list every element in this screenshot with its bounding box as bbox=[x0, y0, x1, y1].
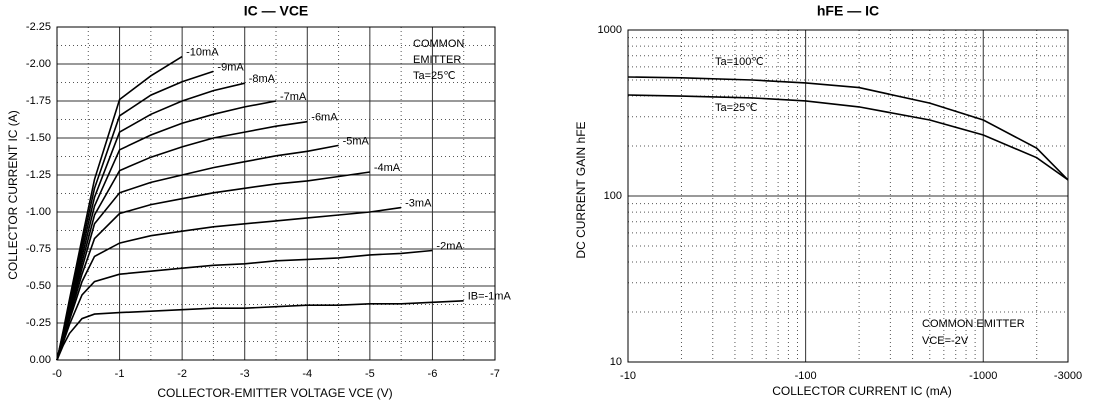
y-tick-label: -2.00 bbox=[26, 58, 51, 70]
x-tick-label: -3 bbox=[240, 368, 250, 380]
series-line bbox=[56, 70, 214, 361]
chart-title: hFE — IC bbox=[817, 3, 879, 19]
annotation: COMMON EMITTER bbox=[922, 318, 1025, 330]
y-tick-label: 100 bbox=[604, 190, 622, 202]
series-line bbox=[56, 300, 464, 361]
series-label: -2mA bbox=[436, 240, 463, 252]
y-tick-label: -0.75 bbox=[26, 243, 51, 255]
chart-title: IC — VCE bbox=[244, 3, 309, 19]
x-tick-label: -1 bbox=[115, 368, 125, 380]
series-label: -3mA bbox=[405, 197, 432, 209]
y-tick-label: -0.25 bbox=[26, 317, 51, 329]
series-line bbox=[627, 94, 1069, 181]
x-axis-label: COLLECTOR CURRENT IC (mA) bbox=[772, 384, 952, 398]
y-tick-label: 1000 bbox=[598, 24, 622, 36]
series-line bbox=[56, 144, 339, 361]
annotation: EMITTER bbox=[413, 54, 461, 66]
series-label: -8mA bbox=[249, 73, 276, 85]
y-tick-label: -1.25 bbox=[26, 169, 51, 181]
series-line bbox=[627, 76, 1069, 181]
series-label: -10mA bbox=[186, 47, 219, 59]
plot-frame bbox=[627, 29, 1069, 363]
series-line bbox=[56, 171, 371, 361]
y-tick-label: -1.00 bbox=[26, 206, 51, 218]
series-label: -4mA bbox=[374, 162, 401, 174]
x-tick-label: -4 bbox=[302, 368, 312, 380]
y-tick-label: -2.25 bbox=[26, 21, 51, 33]
y-tick-label: 0.00 bbox=[30, 354, 51, 366]
plot-frame bbox=[56, 26, 496, 361]
series-label: -9mA bbox=[217, 61, 244, 73]
series-label: -6mA bbox=[311, 112, 338, 124]
x-tick-label: -6 bbox=[428, 368, 438, 380]
annotation: Ta=25℃ bbox=[413, 70, 456, 82]
x-tick-label: -5 bbox=[365, 368, 375, 380]
annotation: VCE=-2V bbox=[922, 335, 969, 347]
series-label: -7mA bbox=[280, 91, 307, 103]
x-tick-label: -2 bbox=[177, 368, 187, 380]
x-tick-label: -3000 bbox=[1054, 370, 1082, 382]
series-label: -5mA bbox=[343, 135, 370, 147]
x-tick-label: -7 bbox=[490, 368, 500, 380]
x-tick-label: -10 bbox=[620, 370, 636, 382]
series-line bbox=[56, 206, 402, 361]
x-axis-label: COLLECTOR-EMITTER VOLTAGE VCE (V) bbox=[157, 386, 392, 400]
y-tick-label: -1.75 bbox=[26, 95, 51, 107]
series-label: Ta=100℃ bbox=[715, 56, 764, 68]
y-axis-label: COLLECTOR CURRENT IC (A) bbox=[6, 110, 20, 280]
x-tick-label: -0 bbox=[52, 368, 62, 380]
x-tick-label: -100 bbox=[795, 370, 817, 382]
series-line bbox=[56, 249, 433, 361]
y-axis-label: DC CURRENT GAIN hFE bbox=[574, 121, 588, 258]
y-tick-label: -1.50 bbox=[26, 132, 51, 144]
series-label: IB=-1mA bbox=[468, 291, 512, 303]
y-tick-label: -0.50 bbox=[26, 280, 51, 292]
series-label: Ta=25℃ bbox=[715, 102, 758, 114]
y-tick-label: 10 bbox=[610, 356, 622, 368]
annotation: COMMON bbox=[413, 38, 464, 50]
x-tick-label: -1000 bbox=[969, 370, 997, 382]
